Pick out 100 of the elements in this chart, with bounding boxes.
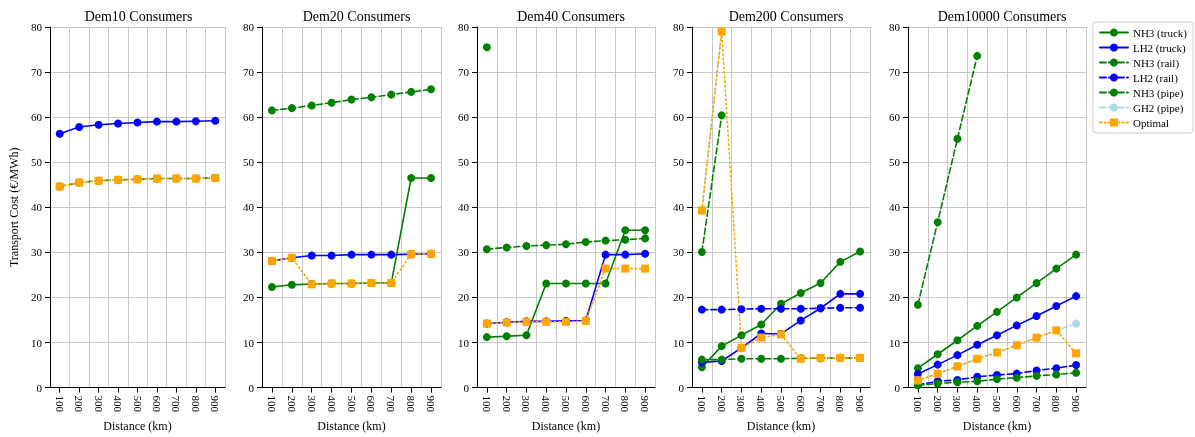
y-tick-label: 30	[673, 246, 685, 259]
x-tick-label: 200	[931, 395, 944, 413]
x-tick-label: 700	[599, 395, 612, 413]
y-tick-label: 40	[243, 201, 255, 214]
legend-label: Optimal	[1132, 116, 1169, 129]
y-tick-label: 10	[458, 336, 470, 349]
x-axis-title: Distance (km)	[531, 419, 601, 433]
y-tick-label: 50	[673, 156, 685, 169]
x-tick-label: 200	[715, 395, 728, 413]
y-tick-label: 20	[31, 291, 43, 304]
y-tick-label: 40	[458, 201, 470, 214]
legend-label: NH3 (rail)	[1132, 56, 1180, 70]
legend-label: LH2 (rail)	[1132, 71, 1179, 85]
y-tick-label: 20	[673, 291, 685, 304]
x-tick-label: 500	[131, 395, 144, 413]
x-tick-label: 300	[92, 395, 105, 413]
x-tick-label: 900	[854, 395, 867, 413]
chart-title: Dem20 Consumers	[302, 8, 411, 24]
y-tick-label: 40	[673, 201, 685, 214]
x-tick-label: 700	[814, 395, 827, 413]
x-tick-label: 200	[500, 395, 513, 413]
x-tick-label: 200	[285, 395, 298, 413]
y-tick-label: 40	[889, 201, 901, 214]
y-axis-title: Transport Cost (€/MWh)	[7, 147, 21, 268]
x-tick-label: 100	[53, 395, 66, 413]
y-tick-label: 10	[889, 336, 901, 349]
y-tick-label: 40	[31, 201, 43, 214]
y-tick-label: 30	[243, 246, 255, 259]
y-tick-label: 70	[458, 66, 470, 79]
x-tick-label: 100	[265, 395, 278, 413]
legend-label: LH2 (truck)	[1132, 41, 1187, 55]
y-tick-label: 30	[458, 246, 470, 259]
chart-title: Dem200 Consumers	[728, 8, 844, 24]
y-tick-label: 0	[678, 381, 685, 394]
x-tick-label: 100	[480, 395, 493, 413]
y-tick-label: 70	[31, 66, 43, 79]
x-tick-label: 300	[951, 395, 964, 413]
x-tick-label: 900	[425, 395, 438, 413]
x-tick-label: 500	[345, 395, 358, 413]
legend-label: NH3 (truck)	[1132, 26, 1188, 40]
x-tick-label: 300	[735, 395, 748, 413]
chart-title: Dem10000 Consumers	[937, 8, 1067, 24]
y-tick-label: 50	[243, 156, 255, 169]
x-tick-label: 800	[189, 395, 202, 413]
x-tick-label: 800	[405, 395, 418, 413]
x-tick-label: 700	[1030, 395, 1043, 413]
x-tick-label: 600	[150, 395, 163, 413]
y-tick-label: 20	[243, 291, 255, 304]
x-tick-label: 400	[540, 395, 553, 413]
y-tick-label: 60	[243, 111, 255, 124]
y-tick-label: 80	[889, 21, 901, 33]
x-tick-label: 600	[1010, 395, 1023, 413]
y-tick-label: 10	[243, 336, 255, 349]
legend-label: NH3 (pipe)	[1132, 86, 1184, 100]
y-tick-label: 30	[889, 246, 901, 259]
y-tick-label: 80	[673, 21, 685, 33]
y-tick-label: 0	[248, 381, 255, 394]
y-tick-label: 30	[31, 246, 43, 259]
x-tick-label: 400	[755, 395, 768, 413]
x-tick-label: 200	[73, 395, 86, 413]
x-tick-label: 500	[775, 395, 787, 413]
chart-title: Dem10 Consumers	[84, 8, 193, 24]
x-axis-title: Distance (km)	[962, 419, 1032, 433]
chart-title: Dem40 Consumers	[517, 8, 625, 24]
x-tick-label: 900	[209, 395, 222, 413]
x-tick-label: 900	[1070, 395, 1083, 413]
x-tick-label: 800	[834, 395, 847, 413]
x-axis-title: Distance (km)	[103, 419, 172, 433]
y-tick-label: 80	[243, 21, 255, 33]
y-tick-label: 60	[31, 111, 43, 124]
y-tick-label: 80	[458, 21, 470, 33]
x-axis-title: Distance (km)	[746, 419, 816, 433]
x-tick-label: 600	[365, 395, 378, 413]
x-tick-label: 500	[991, 395, 1003, 413]
y-tick-label: 50	[889, 156, 901, 169]
y-tick-label: 10	[673, 336, 685, 349]
y-tick-label: 70	[673, 66, 685, 79]
y-tick-label: 60	[673, 111, 685, 124]
y-tick-label: 70	[243, 66, 255, 79]
y-tick-label: 20	[458, 291, 470, 304]
y-tick-label: 0	[463, 381, 470, 394]
x-tick-label: 500	[560, 395, 572, 413]
y-tick-label: 10	[31, 336, 43, 349]
x-tick-label: 800	[1050, 395, 1063, 413]
x-tick-label: 100	[695, 395, 708, 413]
y-tick-label: 50	[31, 156, 43, 169]
legend-label: GH2 (pipe)	[1132, 101, 1184, 115]
x-axis-title: Distance (km)	[317, 419, 386, 433]
y-tick-label: 0	[894, 381, 901, 394]
x-tick-label: 900	[639, 395, 652, 413]
y-tick-label: 70	[889, 66, 901, 79]
x-tick-label: 400	[112, 395, 125, 413]
y-tick-label: 60	[458, 111, 470, 124]
y-tick-label: 80	[31, 21, 43, 33]
x-tick-label: 300	[520, 395, 533, 413]
x-tick-label: 100	[911, 395, 924, 413]
y-tick-label: 60	[889, 111, 901, 124]
x-tick-label: 600	[579, 395, 592, 413]
y-tick-label: 20	[889, 291, 901, 304]
x-tick-label: 400	[971, 395, 984, 413]
